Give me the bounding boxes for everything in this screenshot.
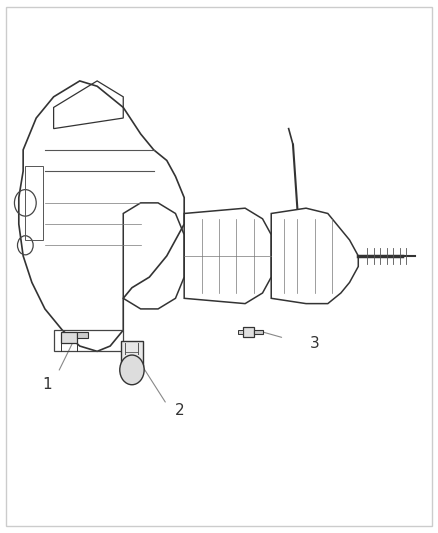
- Text: 1: 1: [42, 377, 52, 392]
- Bar: [121, 341, 143, 370]
- Bar: [77, 332, 88, 337]
- Bar: [243, 327, 254, 337]
- Bar: [61, 332, 77, 343]
- Text: 2: 2: [175, 403, 185, 418]
- Bar: [25, 166, 43, 240]
- Bar: [254, 330, 262, 334]
- Bar: [238, 330, 243, 334]
- Text: 3: 3: [310, 336, 320, 351]
- Circle shape: [120, 355, 144, 385]
